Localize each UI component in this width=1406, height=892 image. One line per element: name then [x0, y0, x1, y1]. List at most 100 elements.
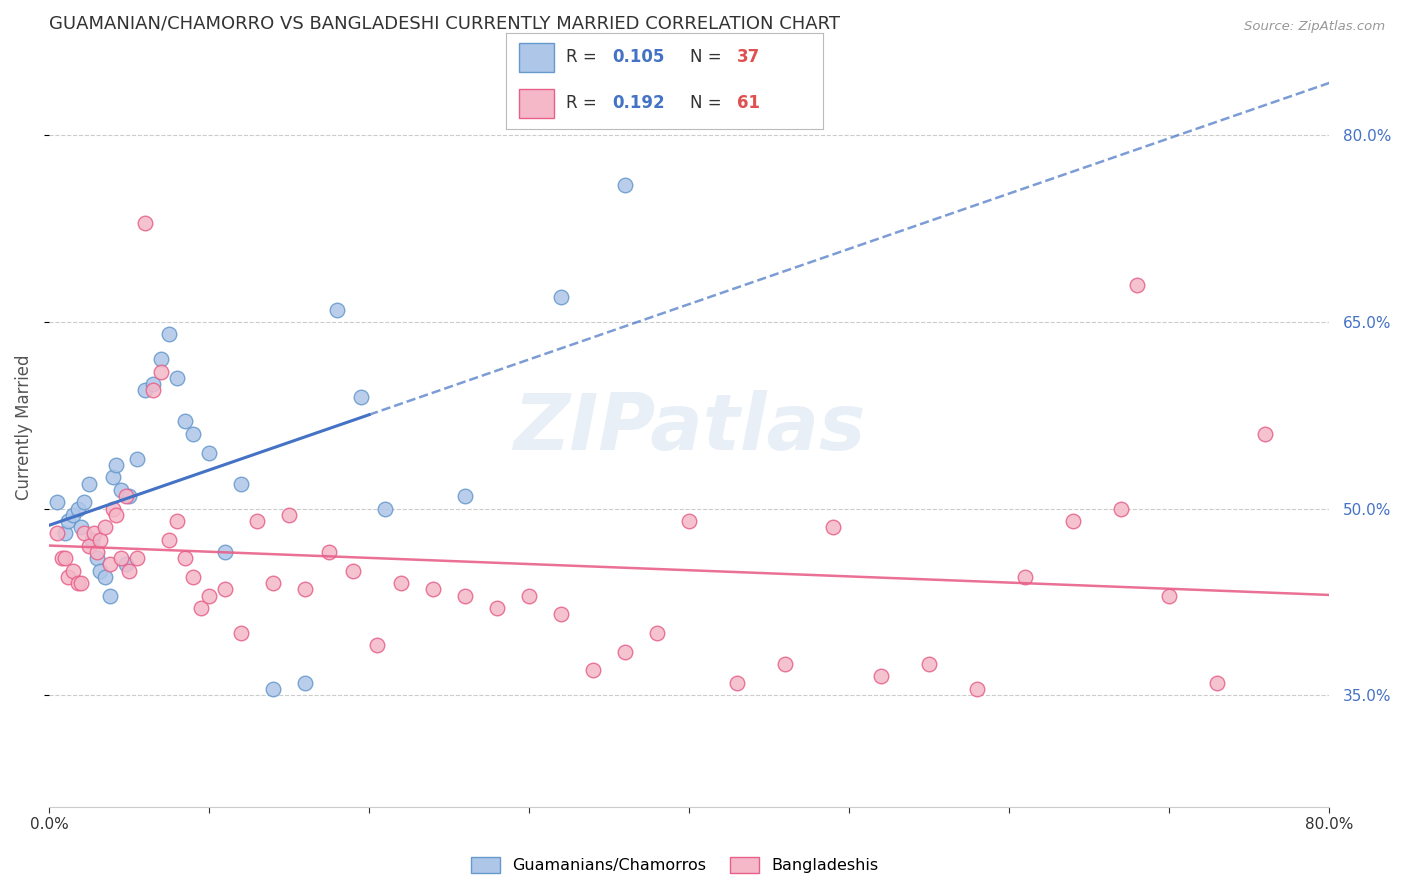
Text: R =: R = — [567, 95, 602, 112]
Point — [114, 558, 136, 572]
Point — [46, 526, 69, 541]
Point — [181, 570, 204, 584]
Point — [366, 638, 388, 652]
Point — [614, 644, 637, 658]
Point — [157, 533, 180, 547]
Text: 61: 61 — [737, 95, 761, 112]
Point — [142, 377, 165, 392]
Point — [454, 589, 477, 603]
Point — [678, 514, 700, 528]
Point — [73, 526, 96, 541]
Point — [150, 352, 173, 367]
Point — [66, 501, 89, 516]
Point — [86, 545, 108, 559]
Point — [66, 576, 89, 591]
Text: ZIPatlas: ZIPatlas — [513, 390, 865, 466]
Point — [350, 390, 373, 404]
Point — [1014, 570, 1036, 584]
Point — [56, 514, 79, 528]
Point — [94, 520, 117, 534]
Point — [82, 533, 104, 547]
Point — [98, 589, 121, 603]
Point — [278, 508, 301, 522]
Point — [70, 576, 93, 591]
Point — [374, 501, 396, 516]
Point — [550, 290, 572, 304]
Point — [262, 576, 284, 591]
Point — [118, 489, 141, 503]
Point — [98, 558, 121, 572]
Point — [89, 533, 111, 547]
Point — [198, 589, 221, 603]
Point — [725, 675, 748, 690]
Point — [77, 539, 100, 553]
Point — [198, 445, 221, 459]
Point — [190, 601, 212, 615]
Bar — [519, 43, 554, 71]
Point — [1126, 277, 1149, 292]
Point — [174, 551, 197, 566]
Point — [56, 570, 79, 584]
Point — [70, 520, 93, 534]
Point — [181, 426, 204, 441]
Text: 0.105: 0.105 — [612, 48, 665, 66]
Point — [83, 526, 105, 541]
Point — [614, 178, 637, 193]
Point — [174, 415, 197, 429]
Point — [342, 564, 364, 578]
Point — [229, 476, 252, 491]
Text: Source: ZipAtlas.com: Source: ZipAtlas.com — [1244, 20, 1385, 33]
Point — [166, 514, 188, 528]
Point — [125, 451, 148, 466]
Point — [262, 681, 284, 696]
Point — [966, 681, 988, 696]
Legend: Guamanians/Chamorros, Bangladeshis: Guamanians/Chamorros, Bangladeshis — [464, 850, 886, 880]
Text: N =: N = — [690, 48, 727, 66]
Point — [326, 302, 349, 317]
Point — [454, 489, 477, 503]
Point — [118, 564, 141, 578]
Point — [294, 582, 316, 597]
Point — [73, 495, 96, 509]
Point — [166, 371, 188, 385]
Point — [125, 551, 148, 566]
Y-axis label: Currently Married: Currently Married — [15, 355, 32, 500]
Text: 0.192: 0.192 — [612, 95, 665, 112]
Point — [246, 514, 269, 528]
Point — [229, 626, 252, 640]
Text: 37: 37 — [737, 48, 761, 66]
Point — [62, 564, 84, 578]
Text: N =: N = — [690, 95, 727, 112]
Point — [142, 384, 165, 398]
Point — [89, 564, 111, 578]
Point — [486, 601, 509, 615]
Point — [389, 576, 412, 591]
Point — [134, 215, 156, 229]
Point — [582, 663, 605, 677]
Point — [1206, 675, 1229, 690]
Point — [101, 501, 124, 516]
Point — [918, 657, 941, 671]
Bar — [519, 89, 554, 118]
Point — [318, 545, 340, 559]
Point — [94, 570, 117, 584]
Point — [101, 470, 124, 484]
Point — [105, 508, 128, 522]
Point — [214, 545, 236, 559]
Point — [110, 483, 132, 497]
Point — [823, 520, 845, 534]
Point — [51, 551, 73, 566]
Point — [550, 607, 572, 622]
Point — [645, 626, 668, 640]
Point — [294, 675, 316, 690]
Text: GUAMANIAN/CHAMORRO VS BANGLADESHI CURRENTLY MARRIED CORRELATION CHART: GUAMANIAN/CHAMORRO VS BANGLADESHI CURREN… — [49, 15, 839, 33]
Point — [870, 669, 893, 683]
Point — [157, 327, 180, 342]
Point — [53, 551, 76, 566]
Point — [77, 476, 100, 491]
Point — [214, 582, 236, 597]
Point — [150, 365, 173, 379]
Point — [114, 489, 136, 503]
Point — [517, 589, 540, 603]
Point — [1062, 514, 1084, 528]
